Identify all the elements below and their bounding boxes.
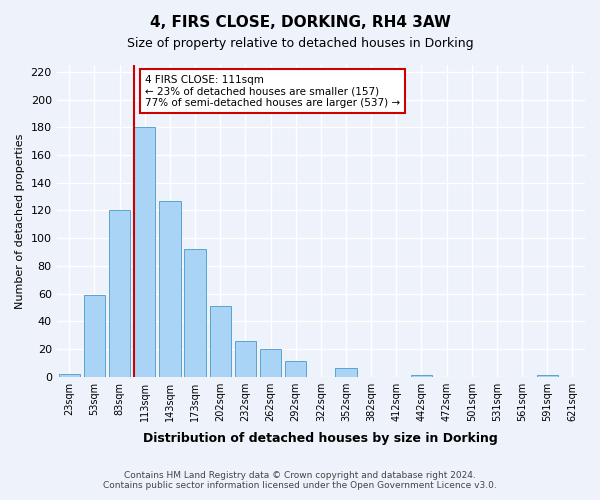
Text: Contains HM Land Registry data © Crown copyright and database right 2024.
Contai: Contains HM Land Registry data © Crown c… bbox=[103, 470, 497, 490]
Bar bbox=[159, 200, 181, 376]
Bar bbox=[59, 374, 80, 376]
Text: Size of property relative to detached houses in Dorking: Size of property relative to detached ho… bbox=[127, 38, 473, 51]
Bar bbox=[134, 128, 155, 376]
Text: 4 FIRS CLOSE: 111sqm
← 23% of detached houses are smaller (157)
77% of semi-deta: 4 FIRS CLOSE: 111sqm ← 23% of detached h… bbox=[145, 74, 400, 108]
Text: 4, FIRS CLOSE, DORKING, RH4 3AW: 4, FIRS CLOSE, DORKING, RH4 3AW bbox=[149, 15, 451, 30]
Bar bbox=[84, 295, 105, 376]
Bar bbox=[109, 210, 130, 376]
Bar bbox=[260, 349, 281, 376]
Bar bbox=[184, 249, 206, 376]
Bar bbox=[209, 306, 231, 376]
X-axis label: Distribution of detached houses by size in Dorking: Distribution of detached houses by size … bbox=[143, 432, 498, 445]
Bar bbox=[335, 368, 356, 376]
Bar bbox=[285, 362, 307, 376]
Y-axis label: Number of detached properties: Number of detached properties bbox=[15, 133, 25, 308]
Bar bbox=[235, 340, 256, 376]
